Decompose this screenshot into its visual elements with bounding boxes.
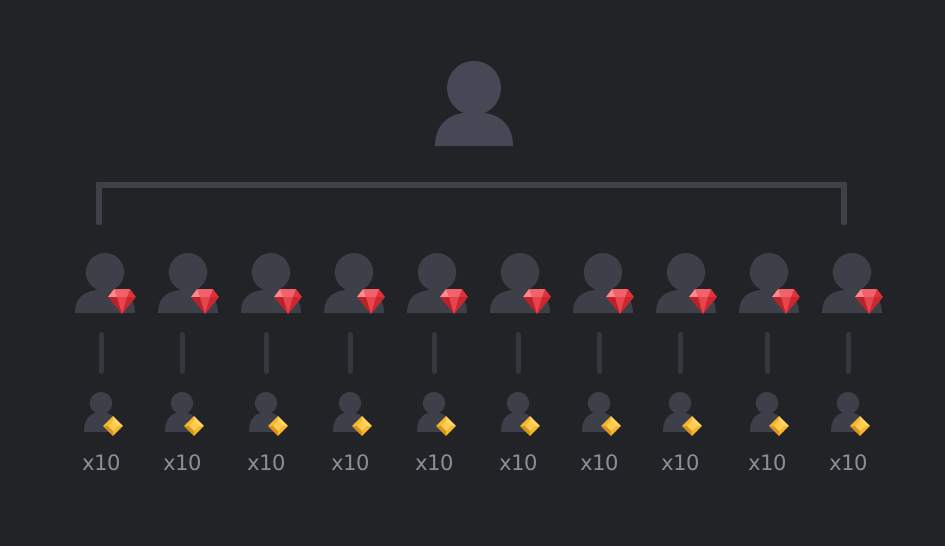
count-label: x10 <box>82 451 120 475</box>
count-label: x10 <box>247 451 285 475</box>
child-connector <box>846 332 851 374</box>
ruby-icon <box>689 289 717 314</box>
child-connector <box>597 332 602 374</box>
count-label: x10 <box>580 451 618 475</box>
ruby-icon <box>191 289 219 314</box>
count-label: x10 <box>829 451 867 475</box>
child-connector <box>264 332 269 374</box>
ruby-icon <box>108 289 136 314</box>
diamond-icon <box>184 416 204 436</box>
child-connector <box>516 332 521 374</box>
diamond-icon <box>103 416 123 436</box>
count-label: x10 <box>163 451 201 475</box>
child-connector <box>348 332 353 374</box>
ruby-icon <box>772 289 800 314</box>
count-label: x10 <box>661 451 699 475</box>
root-user-icon <box>435 61 513 146</box>
ruby-icon <box>523 289 551 314</box>
ruby-icon <box>855 289 883 314</box>
bracket-connector <box>96 182 847 188</box>
ruby-icon <box>440 289 468 314</box>
count-label: x10 <box>748 451 786 475</box>
diamond-icon <box>352 416 372 436</box>
diamond-icon <box>682 416 702 436</box>
ruby-icon <box>357 289 385 314</box>
sub-user-icon <box>750 392 784 432</box>
diamond-icon <box>436 416 456 436</box>
ruby-icon <box>606 289 634 314</box>
child-connector <box>765 332 770 374</box>
child-connector <box>180 332 185 374</box>
diamond-icon <box>601 416 621 436</box>
diamond-icon <box>268 416 288 436</box>
diamond-icon <box>769 416 789 436</box>
child-connector <box>432 332 437 374</box>
diamond-icon <box>850 416 870 436</box>
ruby-icon <box>274 289 302 314</box>
child-connector <box>678 332 683 374</box>
diamond-icon <box>520 416 540 436</box>
bracket-left-leg <box>96 182 102 225</box>
bracket-right-leg <box>841 182 847 225</box>
count-label: x10 <box>499 451 537 475</box>
child-connector <box>99 332 104 374</box>
count-label: x10 <box>331 451 369 475</box>
count-label: x10 <box>415 451 453 475</box>
